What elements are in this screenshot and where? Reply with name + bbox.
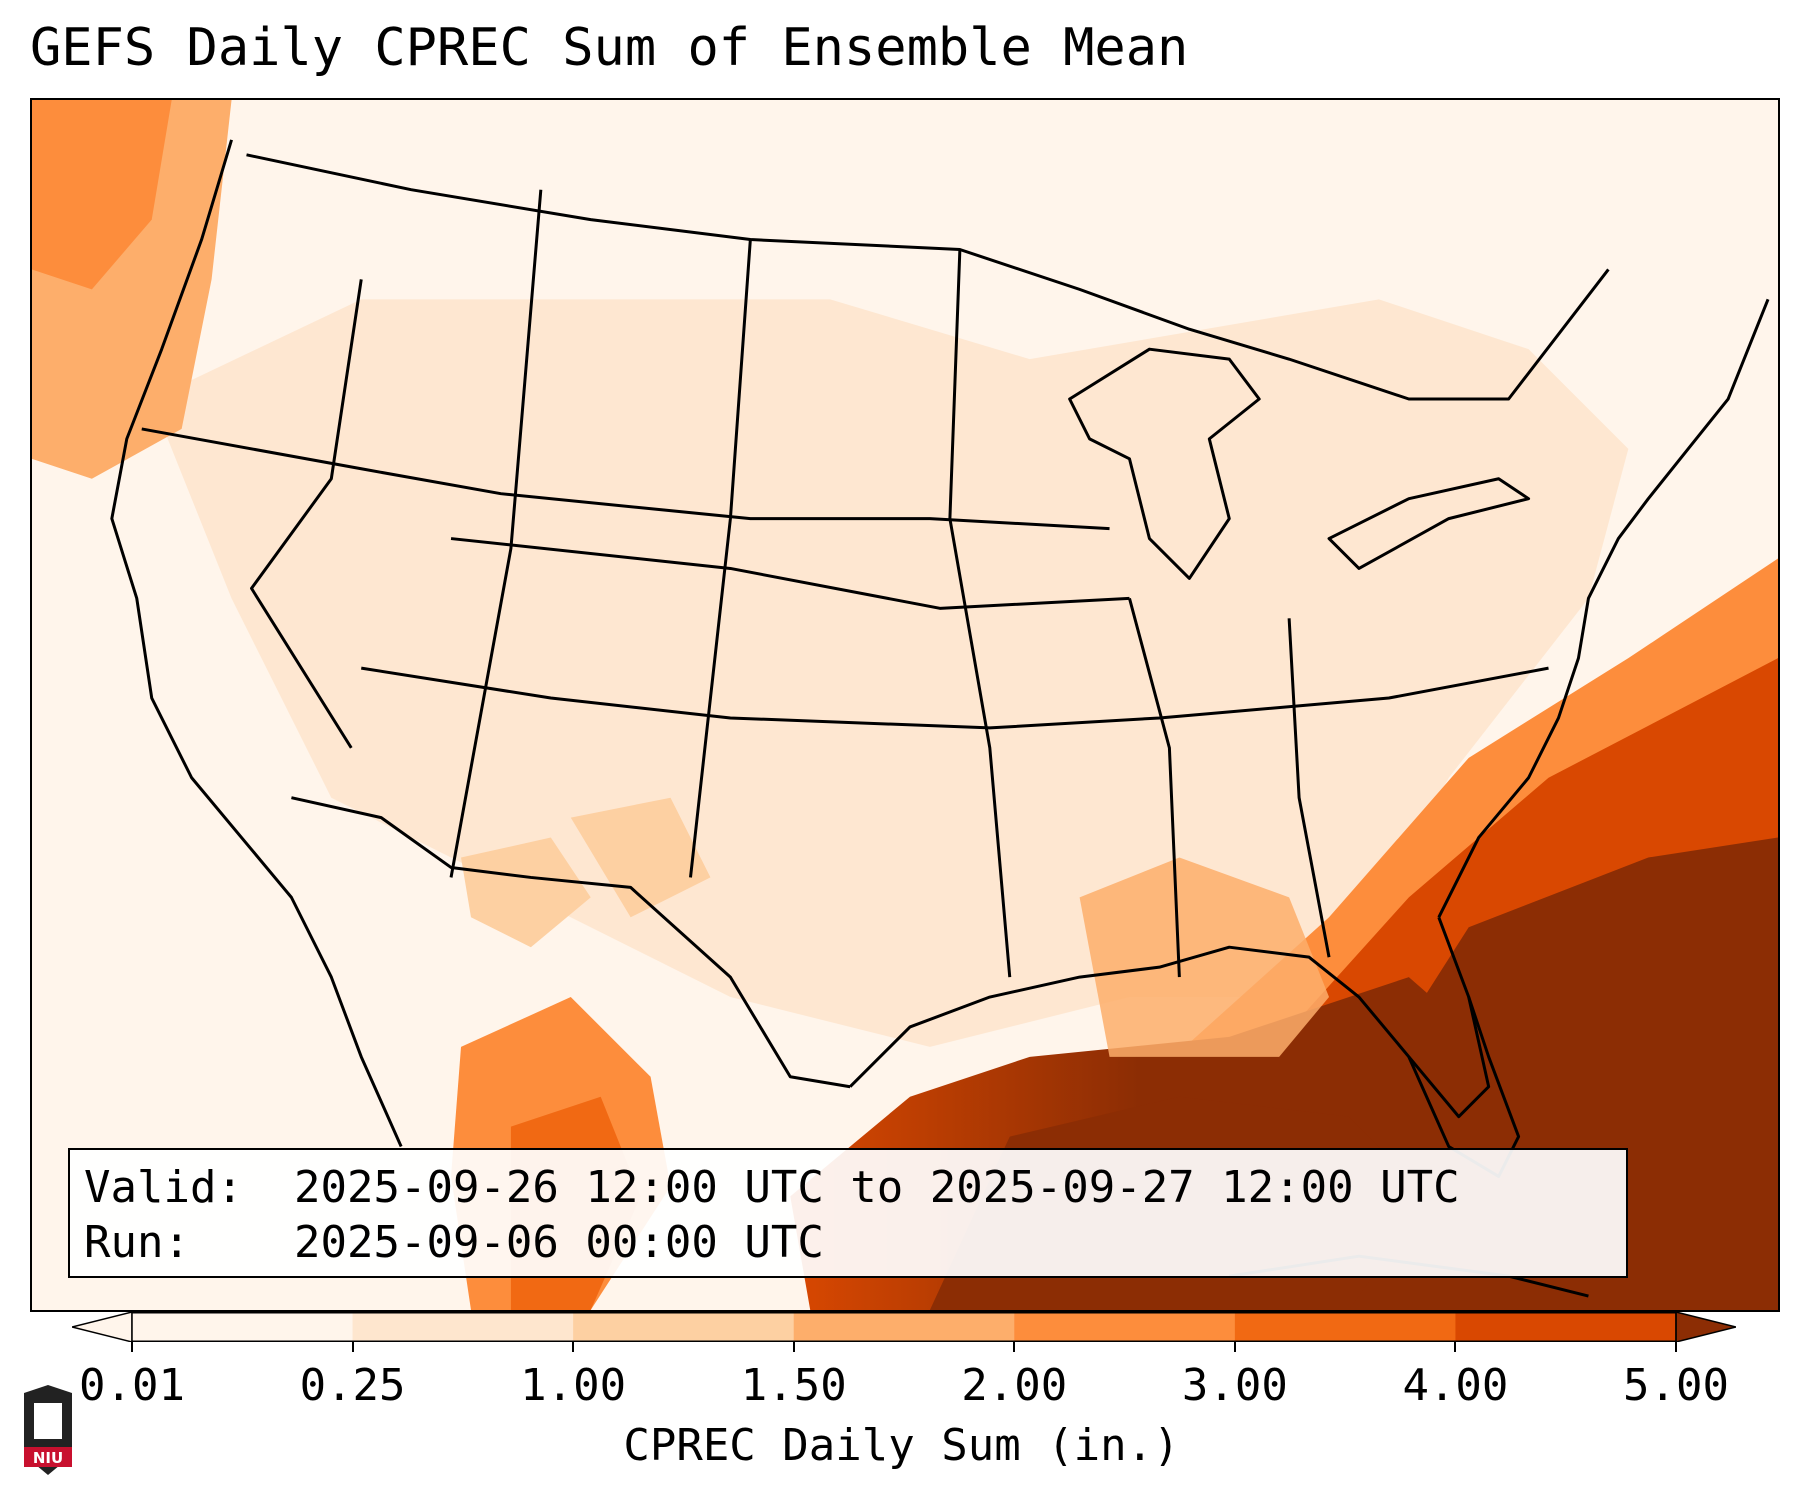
precip-field-southwest	[461, 837, 591, 948]
colorbar-tick-label: 3.00	[1181, 1360, 1288, 1411]
colorbar-segment	[573, 1312, 795, 1342]
colorbar-tick-mark	[1233, 1342, 1236, 1352]
colorbar-segment	[352, 1312, 574, 1342]
state-line-3	[361, 666, 1549, 730]
colorbar-tick-label: 1.00	[520, 1360, 627, 1411]
colorbar-segment	[1014, 1312, 1236, 1342]
state-line-1	[141, 427, 1110, 531]
valid-label: Valid:	[84, 1162, 243, 1213]
colorbar-segment	[1455, 1312, 1677, 1342]
atlantic-coastline	[1437, 298, 1770, 918]
logo-banner	[24, 1447, 72, 1467]
state-line-4	[689, 239, 752, 878]
colorbar-border	[131, 1312, 1677, 1342]
colorbar-tick-mark	[1454, 1342, 1457, 1352]
logo-building	[34, 1403, 62, 1439]
colorbar-segment	[132, 1312, 354, 1342]
state-line-5	[948, 249, 1012, 978]
colorbar-tick-label: 0.25	[299, 1360, 406, 1411]
colorbar-segment	[1234, 1312, 1456, 1342]
run-value: 2025-09-06 00:00 UTC	[294, 1217, 824, 1268]
precip-map	[32, 100, 1778, 1310]
niu-logo: NIU	[24, 1385, 72, 1475]
map-title: GEFS Daily CPREC Sum of Ensemble Mean	[30, 18, 1189, 78]
lake-erie-ontario	[1327, 477, 1531, 570]
colorbar-tick-mark	[1675, 1342, 1677, 1352]
colorbar-tick-label: 4.00	[1402, 1360, 1509, 1411]
pacific-coastline	[110, 139, 403, 1148]
state-line-2	[450, 537, 1130, 610]
colorbar-tick-mark	[1013, 1342, 1016, 1352]
colorbar-extend-high	[1675, 1312, 1736, 1342]
state-line-7	[250, 279, 363, 749]
colorbar-tick-mark	[792, 1342, 795, 1352]
valid-value: 2025-09-26 12:00 UTC to 2025-09-27 12:00…	[294, 1162, 1460, 1213]
precip-field-northwest-core	[32, 100, 172, 290]
boundary-lines	[110, 139, 1770, 1298]
colorbar-tick-label: 0.01	[79, 1360, 185, 1411]
precip-field-southeast	[1079, 857, 1330, 1057]
colorbar-tick-label: 1.50	[740, 1360, 847, 1411]
mexico-border	[291, 796, 851, 1089]
run-info-box: Valid: 2025-09-26 12:00 UTC to 2025-09-27…	[68, 1148, 1628, 1278]
colorbar-extend-low	[72, 1312, 133, 1342]
colorbar-tick-label: 5.00	[1623, 1360, 1729, 1411]
state-line-9	[1287, 618, 1331, 958]
colorbar-tick-label: 2.00	[961, 1360, 1068, 1411]
canada-us-border	[246, 153, 1610, 401]
map-panel: Valid: 2025-09-26 12:00 UTC to 2025-09-27…	[30, 98, 1780, 1312]
colorbar	[72, 1312, 1736, 1342]
state-line-8	[1128, 597, 1181, 978]
precip-field-southwest-2	[570, 797, 711, 918]
colorbar-segment	[793, 1312, 1015, 1342]
gulf-coastline	[849, 916, 1491, 1119]
colorbar-tick-mark	[131, 1342, 133, 1352]
colorbar-tick-mark	[351, 1342, 354, 1352]
run-label: Run:	[84, 1217, 190, 1268]
state-line-6	[449, 189, 543, 878]
great-lakes	[1068, 347, 1261, 580]
colorbar-label: CPREC Daily Sum (in.)	[623, 1420, 1180, 1471]
logo-text: NIU	[33, 1449, 63, 1467]
colorbar-tick-mark	[572, 1342, 575, 1352]
